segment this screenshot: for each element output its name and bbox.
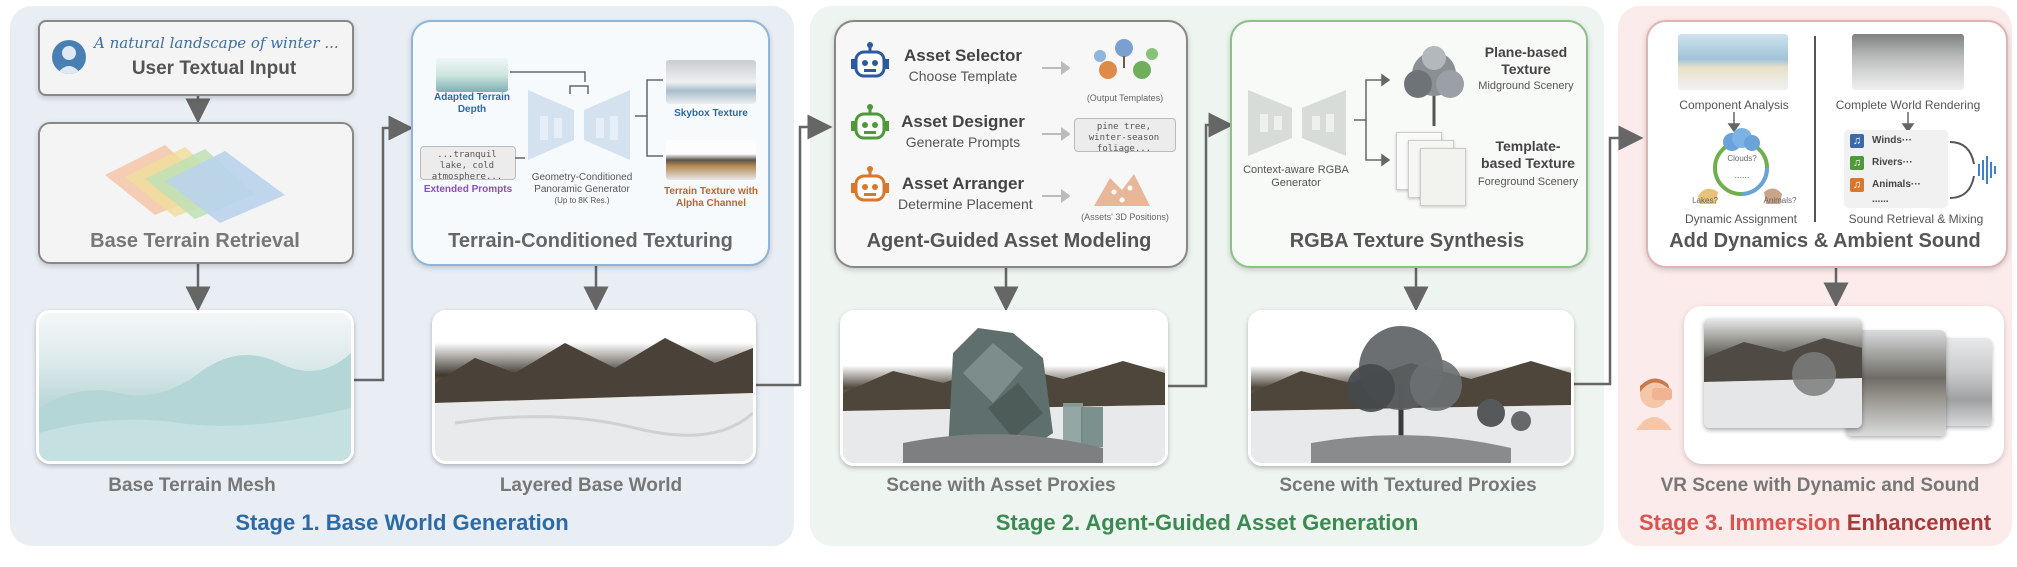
arranger-robot-icon xyxy=(851,166,889,202)
skybox-label: Skybox Texture xyxy=(674,108,748,119)
dynamic-cycle-icon xyxy=(1698,128,1782,204)
synthesis-internal-arrows xyxy=(1354,73,1391,167)
user-prompt-text: A natural landscape of winter ... xyxy=(94,34,339,52)
modeling-small-arrows xyxy=(1042,61,1070,203)
vr-scene-image-front xyxy=(1704,318,1862,428)
cycle-ellipsis: ...... xyxy=(1734,170,1750,180)
vr-user-icon xyxy=(1636,378,1672,430)
complete-rendering-thumbnail xyxy=(1852,34,1964,90)
terrain-texture-label: Terrain Texture with Alpha Channel xyxy=(663,186,759,209)
complete-rendering-label: Complete World Rendering xyxy=(1835,98,1981,112)
asset-positions-icon xyxy=(1094,174,1150,206)
generator-res-label: (Up to 8K Res.) xyxy=(554,196,610,205)
animals-label: Animals? xyxy=(1763,196,1797,205)
designer-robot-icon xyxy=(851,104,889,140)
vr-scene-image-mid xyxy=(1846,330,1946,436)
designer-sub: Generate Prompts xyxy=(905,134,1021,150)
stage3-label-part1: Stage 3. Immersion xyxy=(1638,510,1847,535)
stage3-label: Stage 3. Immersion Enhancement xyxy=(1618,510,2012,536)
sound-item-label: Winds··· xyxy=(1872,135,1912,146)
stage3-small-arrows xyxy=(1727,112,1915,133)
sound-item-1: ♫ Winds··· xyxy=(1850,134,1946,150)
skybox-thumbnail xyxy=(666,60,756,104)
plane-texture-title: Plane-based Texture xyxy=(1484,44,1568,77)
music-note-icon: ♫ xyxy=(1850,156,1864,170)
component-analysis-thumbnail xyxy=(1678,34,1788,90)
texturing-internal-arrows xyxy=(510,71,663,159)
plane-texture-sub: Midground Scenery xyxy=(1478,80,1574,92)
stage3-divider xyxy=(1814,36,1816,222)
generator-label: Geometry-Conditioned Panoramic Generator xyxy=(531,172,633,195)
designer-title: Asset Designer xyxy=(901,112,1025,131)
output-templates-label: (Output Templates) xyxy=(1086,93,1164,103)
user-input-card xyxy=(38,20,354,96)
terrain-layers-icon xyxy=(105,145,285,223)
arranger-title: Asset Arranger xyxy=(901,174,1025,193)
dynamic-assignment-label: Dynamic Assignment xyxy=(1684,212,1798,226)
textured-proxies-scene-image xyxy=(1248,310,1574,466)
adapted-depth-label: Adapted Terrain Depth xyxy=(434,92,510,115)
lakes-label: Lakes? xyxy=(1692,196,1718,205)
sound-mixing-label: Sound Retrieval & Mixing xyxy=(1848,212,1984,226)
plane-tree-icon xyxy=(1404,46,1464,126)
selector-sub: Choose Template xyxy=(908,68,1018,84)
stage1-label: Stage 1. Base World Generation xyxy=(235,510,569,535)
output-templates-icon xyxy=(1094,39,1158,79)
user-input-title: User Textual Input xyxy=(131,58,297,79)
prompt-box-text: ...tranquil lake, cold atmosphere... xyxy=(431,150,503,182)
panoramic-generator-icon xyxy=(528,85,630,160)
asset-proxies-caption: Scene with Asset Proxies xyxy=(886,475,1116,496)
music-note-icon: ♫ xyxy=(1850,134,1864,148)
rgba-generator-label: Context-aware RGBA Generator xyxy=(1243,164,1349,189)
prompt-box xyxy=(420,146,516,180)
template-texture-title: Template-based Texture xyxy=(1481,138,1575,171)
vr-scene-caption: VR Scene with Dynamic and Sound xyxy=(1660,475,1980,496)
asset-proxies-scene-image xyxy=(840,310,1168,466)
music-note-icon: ♫ xyxy=(1850,178,1864,192)
stage3-label-part2: Enhancement xyxy=(1846,510,1992,535)
sound-item-2: ♫ Rivers··· xyxy=(1850,156,1946,172)
base-terrain-mesh-image xyxy=(36,310,354,464)
texturing-title: Terrain-Conditioned Texturing xyxy=(448,230,733,252)
designer-prompt-text: pine tree, winter-season foliage... xyxy=(1088,122,1160,154)
base-terrain-mesh-caption: Base Terrain Mesh xyxy=(108,475,276,496)
sound-item-more: ...... xyxy=(1872,194,1889,205)
layered-base-world-caption: Layered Base World xyxy=(499,475,683,496)
sound-mixing-icon xyxy=(1949,141,1996,199)
rgba-generator-icon xyxy=(1248,90,1346,156)
arranger-sub: Determine Placement xyxy=(898,196,1033,212)
stage2-label: Stage 2. Agent-Guided Asset Generation xyxy=(995,510,1419,535)
terrain-retrieval-title: Base Terrain Retrieval xyxy=(90,230,300,252)
ambient-title: Add Dynamics & Ambient Sound xyxy=(1669,230,1981,252)
terrain-texture-thumbnail xyxy=(666,140,756,180)
template-texture-thumbnails xyxy=(1396,132,1468,208)
template-texture-sub: Foreground Scenery xyxy=(1477,176,1579,188)
sound-item-label: Rivers··· xyxy=(1872,157,1913,168)
depth-thumbnail xyxy=(436,58,508,92)
selector-robot-icon xyxy=(851,42,889,78)
selector-title: Asset Selector xyxy=(903,46,1023,65)
extended-prompts-label: Extended Prompts xyxy=(423,184,513,195)
sound-item-label: Animals··· xyxy=(1872,179,1921,190)
textured-proxies-caption: Scene with Textured Proxies xyxy=(1279,475,1537,496)
user-avatar-icon xyxy=(52,40,86,74)
asset-modeling-title: Agent-Guided Asset Modeling xyxy=(866,230,1152,252)
designer-prompt-box xyxy=(1074,118,1176,152)
texture-synthesis-title: RGBA Texture Synthesis xyxy=(1289,230,1525,252)
sound-item-3: ♫ Animals··· xyxy=(1850,178,1946,194)
layered-base-world-image xyxy=(432,310,756,464)
clouds-label: Clouds? xyxy=(1727,154,1757,163)
component-analysis-label: Component Analysis xyxy=(1679,98,1789,112)
asset-positions-label: (Assets' 3D Positions) xyxy=(1081,212,1169,222)
